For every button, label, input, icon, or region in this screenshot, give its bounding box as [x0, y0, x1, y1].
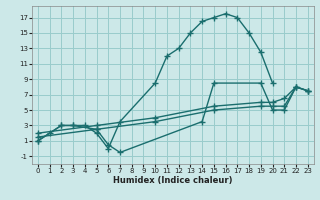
- X-axis label: Humidex (Indice chaleur): Humidex (Indice chaleur): [113, 176, 233, 185]
